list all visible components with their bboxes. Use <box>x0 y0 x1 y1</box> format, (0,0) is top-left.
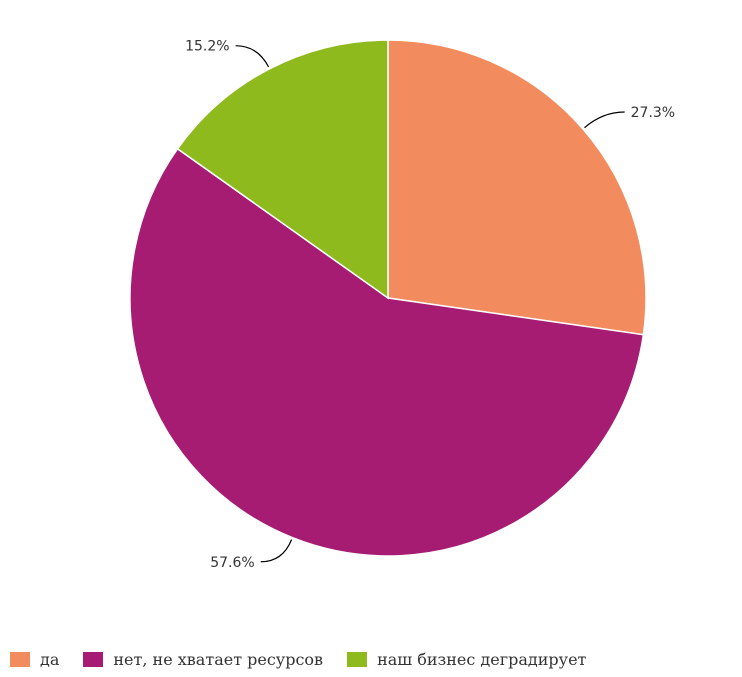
data-label-degrade: 15.2% <box>185 39 229 55</box>
pie-slice-da[interactable] <box>387 39 647 336</box>
legend-label-degrade: наш бизнес деградирует <box>377 650 587 669</box>
data-label-da: 27.3% <box>631 105 675 121</box>
legend-label-net: нет, не хватает ресурсов <box>113 650 324 669</box>
leader-line-degrade <box>235 45 270 68</box>
data-label-net: 57.6% <box>210 555 254 571</box>
legend: да нет, не хватает ресурсов наш бизнес д… <box>10 650 586 669</box>
legend-swatch-net <box>83 652 104 667</box>
pie-slice-degrade[interactable] <box>176 39 389 300</box>
pie-slice-net[interactable] <box>129 147 645 557</box>
leader-line-da <box>584 111 625 129</box>
legend-item-net[interactable]: нет, не хватает ресурсов <box>83 650 323 669</box>
legend-swatch-degrade <box>347 652 368 667</box>
legend-item-degrade[interactable]: наш бизнес деградирует <box>347 650 586 669</box>
leader-line-net <box>260 539 293 563</box>
legend-item-da[interactable]: да <box>10 650 59 669</box>
legend-label-da: да <box>40 650 60 669</box>
legend-swatch-da <box>10 652 30 667</box>
